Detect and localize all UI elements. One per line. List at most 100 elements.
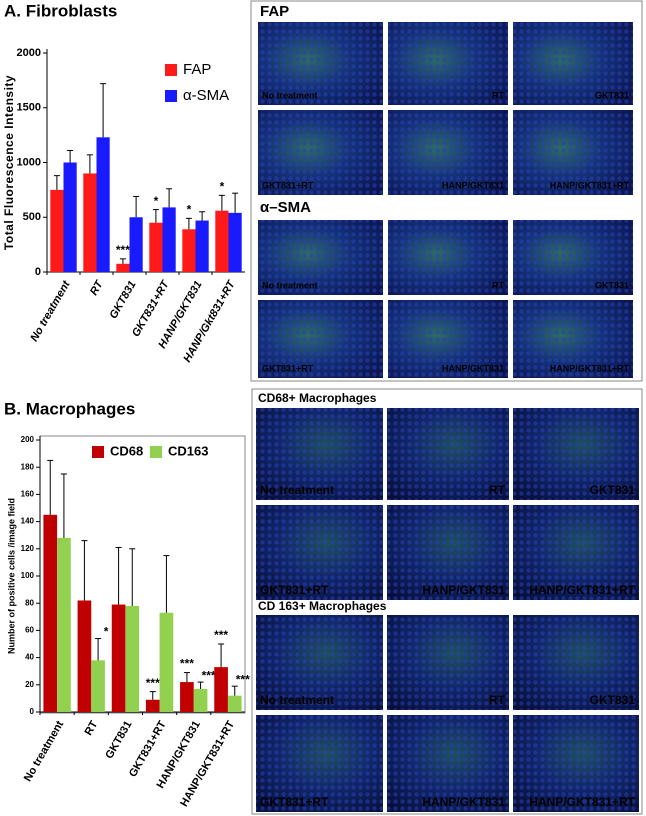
- micrograph-texture: [387, 615, 509, 710]
- micrograph-texture: [387, 715, 509, 812]
- bar: [182, 229, 196, 272]
- micrograph-label: HANP/GKT831: [442, 363, 504, 373]
- y-tick-label: 2000: [17, 47, 41, 59]
- micrograph-texture: [513, 615, 639, 710]
- micrograph-label: GKT831: [590, 483, 636, 497]
- bar: [63, 162, 77, 272]
- bar: [159, 612, 174, 712]
- y-tick-label: 20: [25, 680, 34, 689]
- micrograph-label: No treatment: [260, 483, 334, 497]
- bar: [125, 605, 140, 712]
- micrograph-texture: [256, 715, 383, 812]
- y-tick-label: 0: [30, 707, 35, 716]
- chart-title: A. Fibroblasts: [4, 1, 117, 20]
- micrograph-texture: [388, 22, 508, 105]
- legend-label: α-SMA: [183, 87, 229, 104]
- legend-label: CD68: [110, 443, 143, 458]
- micrograph-label: GKT831: [595, 90, 629, 100]
- micrograph-texture: [387, 408, 509, 500]
- significance-label: ***: [214, 628, 228, 642]
- legend-swatch: [92, 446, 104, 458]
- bar: [227, 695, 242, 712]
- micrograph-texture: [388, 220, 508, 295]
- bar: [91, 660, 105, 712]
- micrograph-label: RT: [492, 280, 504, 290]
- bar: [180, 682, 194, 712]
- y-tick-label: 1000: [17, 156, 41, 168]
- micrograph-label: RT: [489, 483, 506, 497]
- micrograph-texture: [388, 110, 508, 195]
- micrograph-texture: [513, 505, 639, 600]
- panel-header: CD 163+ Macrophages: [258, 599, 387, 613]
- micrograph-texture: [256, 615, 383, 710]
- panel-frame: [250, 0, 643, 382]
- bar: [111, 604, 126, 712]
- bar: [96, 137, 110, 272]
- bar: [195, 220, 209, 272]
- y-tick-label: 80: [25, 598, 34, 607]
- micrograph-label: HANP/GKT831: [422, 583, 505, 597]
- bar: [145, 699, 160, 712]
- micrograph-texture: [258, 220, 383, 295]
- panel-header: FAP: [260, 3, 289, 20]
- bar: [215, 210, 229, 272]
- y-tick-label: 200: [21, 435, 35, 444]
- micrograph-texture: [513, 22, 633, 105]
- significance-label: *: [220, 180, 225, 194]
- micrograph-texture: [387, 505, 509, 600]
- y-axis-label: Number of positive cells /image field: [6, 498, 16, 654]
- bar: [50, 189, 64, 272]
- significance-label: ***: [116, 243, 130, 257]
- micrograph-texture: [388, 300, 508, 378]
- x-tick-label: GKT831: [107, 279, 138, 321]
- micrograph-texture: [258, 110, 383, 195]
- y-tick-label: 180: [21, 462, 35, 471]
- micrograph-label: GKT831: [595, 280, 629, 290]
- chart-title: B. Macrophages: [4, 399, 135, 418]
- y-tick-label: 100: [21, 571, 35, 580]
- x-tick-label: GKT831: [103, 719, 134, 761]
- micrograph-texture: [513, 110, 633, 195]
- y-tick-label: 140: [21, 517, 35, 526]
- bar: [162, 207, 176, 272]
- x-tick-label: No treatment: [28, 278, 73, 344]
- panel-frame: [251, 388, 643, 815]
- significance-label: *: [154, 194, 159, 208]
- micrograph-texture: [256, 505, 383, 600]
- legend-swatch: [165, 90, 177, 102]
- micrograph-label: HANP/GKT831: [422, 795, 505, 809]
- bar: [83, 173, 97, 272]
- significance-label: ***: [236, 672, 250, 686]
- micrograph-texture: [513, 715, 639, 812]
- micrograph-label: RT: [489, 693, 506, 707]
- bar: [57, 537, 71, 712]
- micrograph-texture: [513, 220, 633, 295]
- x-tick-label: No treatment: [22, 719, 66, 784]
- y-tick-label: 40: [25, 653, 34, 662]
- y-tick-label: 60: [25, 626, 34, 635]
- y-tick-label: 120: [21, 544, 35, 553]
- micrograph-label: GKT831+RT: [260, 795, 329, 809]
- legend-label: CD163: [168, 443, 208, 458]
- x-tick-label: RT: [88, 278, 106, 298]
- bar: [193, 688, 208, 712]
- legend-swatch: [165, 64, 177, 76]
- y-tick-label: 0: [35, 266, 41, 278]
- x-tick-label: RT: [83, 719, 101, 738]
- micrograph-label: RT: [492, 90, 504, 100]
- y-axis-label: Total Fluorescence Intensity: [2, 75, 16, 250]
- y-tick-label: 160: [21, 490, 35, 499]
- significance-label: ***: [180, 657, 194, 671]
- panel-header: CD68+ Macrophages: [258, 391, 377, 405]
- bar: [116, 263, 130, 272]
- legend-swatch: [150, 446, 162, 458]
- y-tick-label: 500: [23, 211, 41, 223]
- bar: [149, 222, 163, 272]
- micrograph-texture: [256, 408, 383, 500]
- micrograph-label: HANP/GKT831+RT: [529, 583, 635, 597]
- micrograph-label: GKT831: [590, 693, 636, 707]
- micrograph-label: No treatment: [260, 693, 334, 707]
- micrograph-texture: [258, 300, 383, 378]
